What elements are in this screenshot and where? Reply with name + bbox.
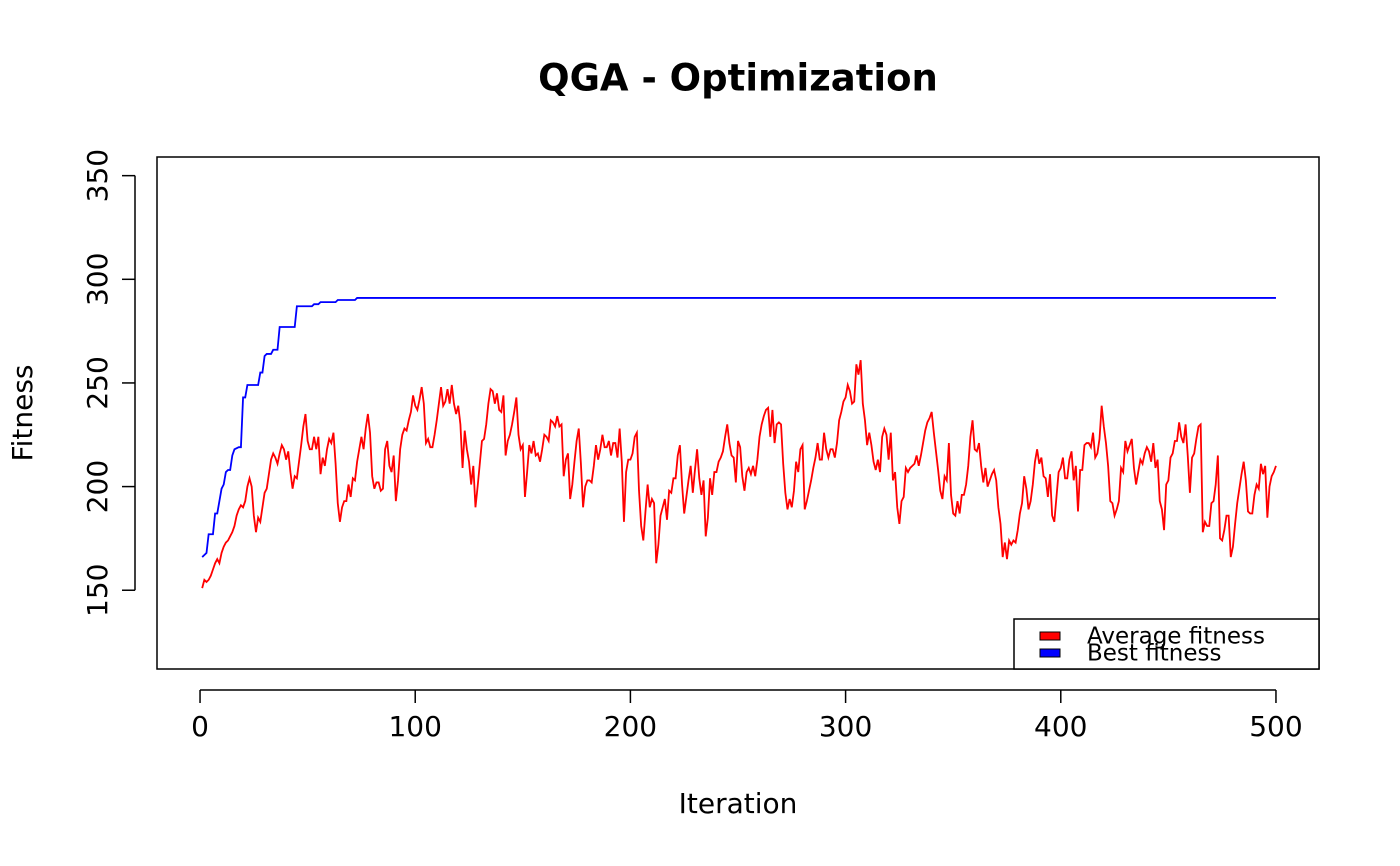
y-tick-label: 150 [81,564,114,617]
y-tick-label: 300 [81,253,114,306]
plot-frame [156,156,1320,670]
chart-title: QGA - Optimization [538,57,938,100]
x-tick-label: 400 [1034,710,1087,743]
y-tick-label: 200 [81,460,114,513]
series-line [201,360,1277,589]
x-tick-label: 500 [1249,710,1302,743]
y-axis-label: Fitness [6,365,39,462]
legend-label: Best fitness [1087,641,1221,667]
legend-swatch [1039,648,1061,658]
x-tick-label: 200 [604,710,657,743]
x-tick-label: 0 [191,710,209,743]
x-axis-label: Iteration [679,787,798,820]
x-tick-label: 300 [819,710,872,743]
legend-swatch [1039,631,1061,641]
y-tick-label: 350 [81,149,114,202]
x-tick-label: 100 [388,710,441,743]
y-tick-label: 250 [81,356,114,409]
legend-label: Average fitness [1087,624,1265,650]
legend-box [1013,618,1320,670]
series-line [201,297,1276,558]
